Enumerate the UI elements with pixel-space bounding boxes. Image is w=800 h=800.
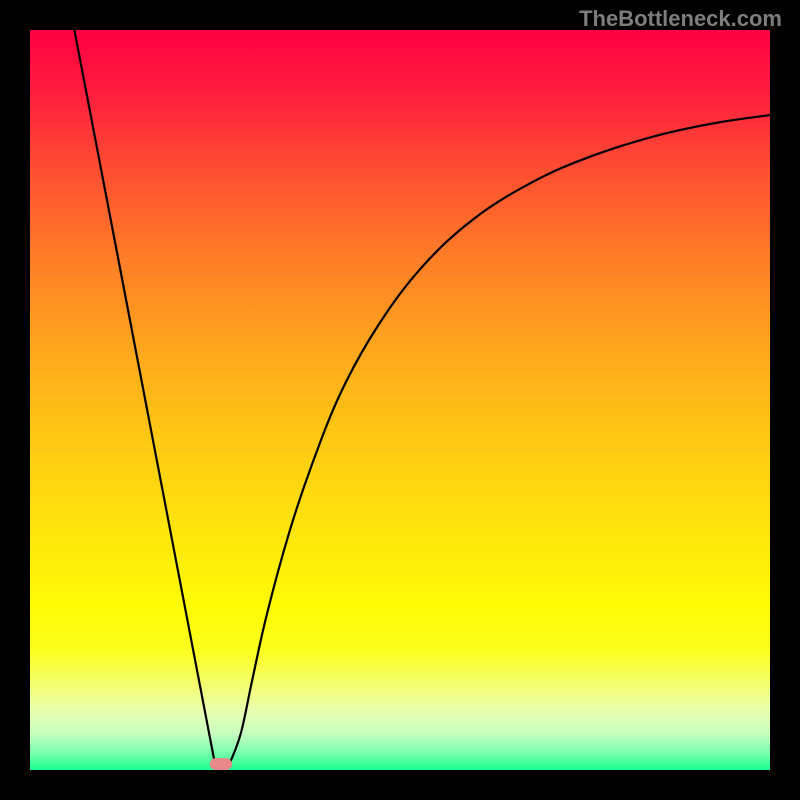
watermark-text: TheBottleneck.com <box>579 6 782 32</box>
plot-background <box>30 30 770 770</box>
minimum-marker <box>210 758 232 770</box>
chart-container: TheBottleneck.com <box>0 0 800 800</box>
chart-svg <box>30 30 770 770</box>
plot-area <box>30 30 770 770</box>
